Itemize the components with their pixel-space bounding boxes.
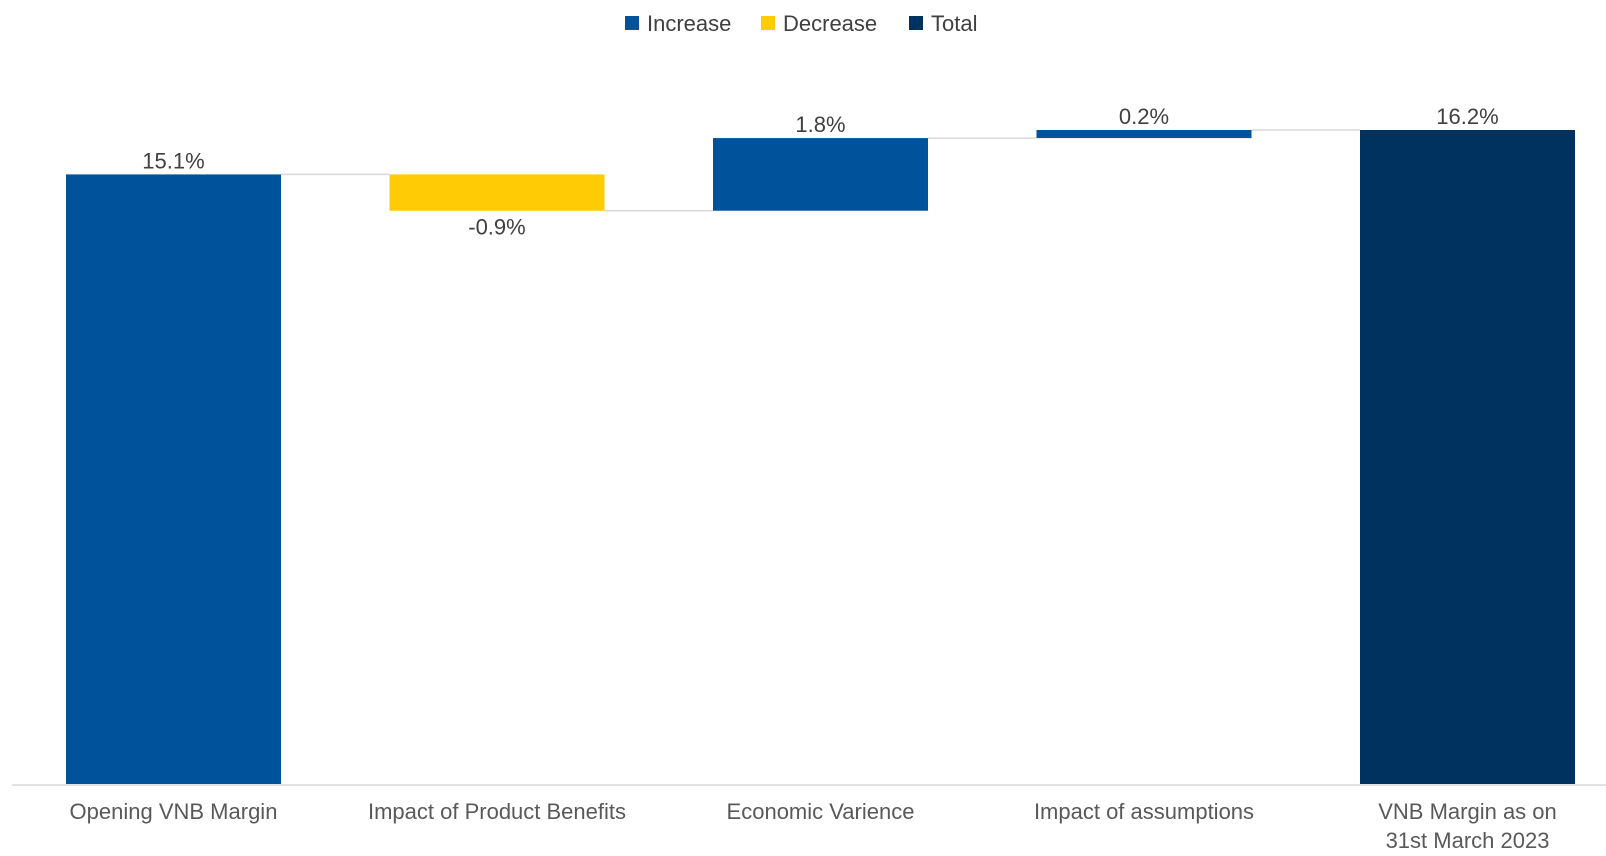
data-label: 16.2% — [1436, 104, 1498, 129]
legend-label: Decrease — [783, 11, 877, 36]
legend-item: Decrease — [761, 11, 877, 36]
category-label: VNB Margin as on 31st March 2023 — [1378, 799, 1557, 851]
bar-total — [1360, 130, 1575, 784]
legend: Increase Decrease Total — [625, 11, 977, 36]
legend-item: Increase — [625, 11, 731, 36]
category-label: Opening VNB Margin — [70, 799, 278, 824]
data-label: 15.1% — [142, 148, 204, 173]
legend-item: Total — [909, 11, 977, 36]
category-label: Economic Varience — [727, 799, 915, 824]
bar-increase — [66, 174, 281, 784]
legend-swatch — [625, 16, 639, 30]
bar-increase — [713, 138, 928, 211]
bars — [66, 130, 1575, 784]
data-label: 1.8% — [795, 112, 845, 137]
legend-swatch — [909, 16, 923, 30]
data-label: -0.9% — [468, 215, 525, 240]
category-label: Impact of Product Benefits — [368, 799, 626, 824]
bar-decrease — [389, 174, 605, 211]
bar-increase — [1036, 130, 1252, 139]
data-labels: 15.1% -0.9% 1.8% 0.2% 16.2% — [142, 104, 1498, 240]
legend-label: Total — [931, 11, 977, 36]
category-label: Impact of assumptions — [1034, 799, 1254, 824]
legend-label: Increase — [647, 11, 731, 36]
connector-lines — [281, 129, 1360, 212]
category-labels: Opening VNB Margin Impact of Product Bene… — [70, 799, 1557, 853]
legend-swatch — [761, 16, 775, 30]
data-label: 0.2% — [1119, 104, 1169, 129]
